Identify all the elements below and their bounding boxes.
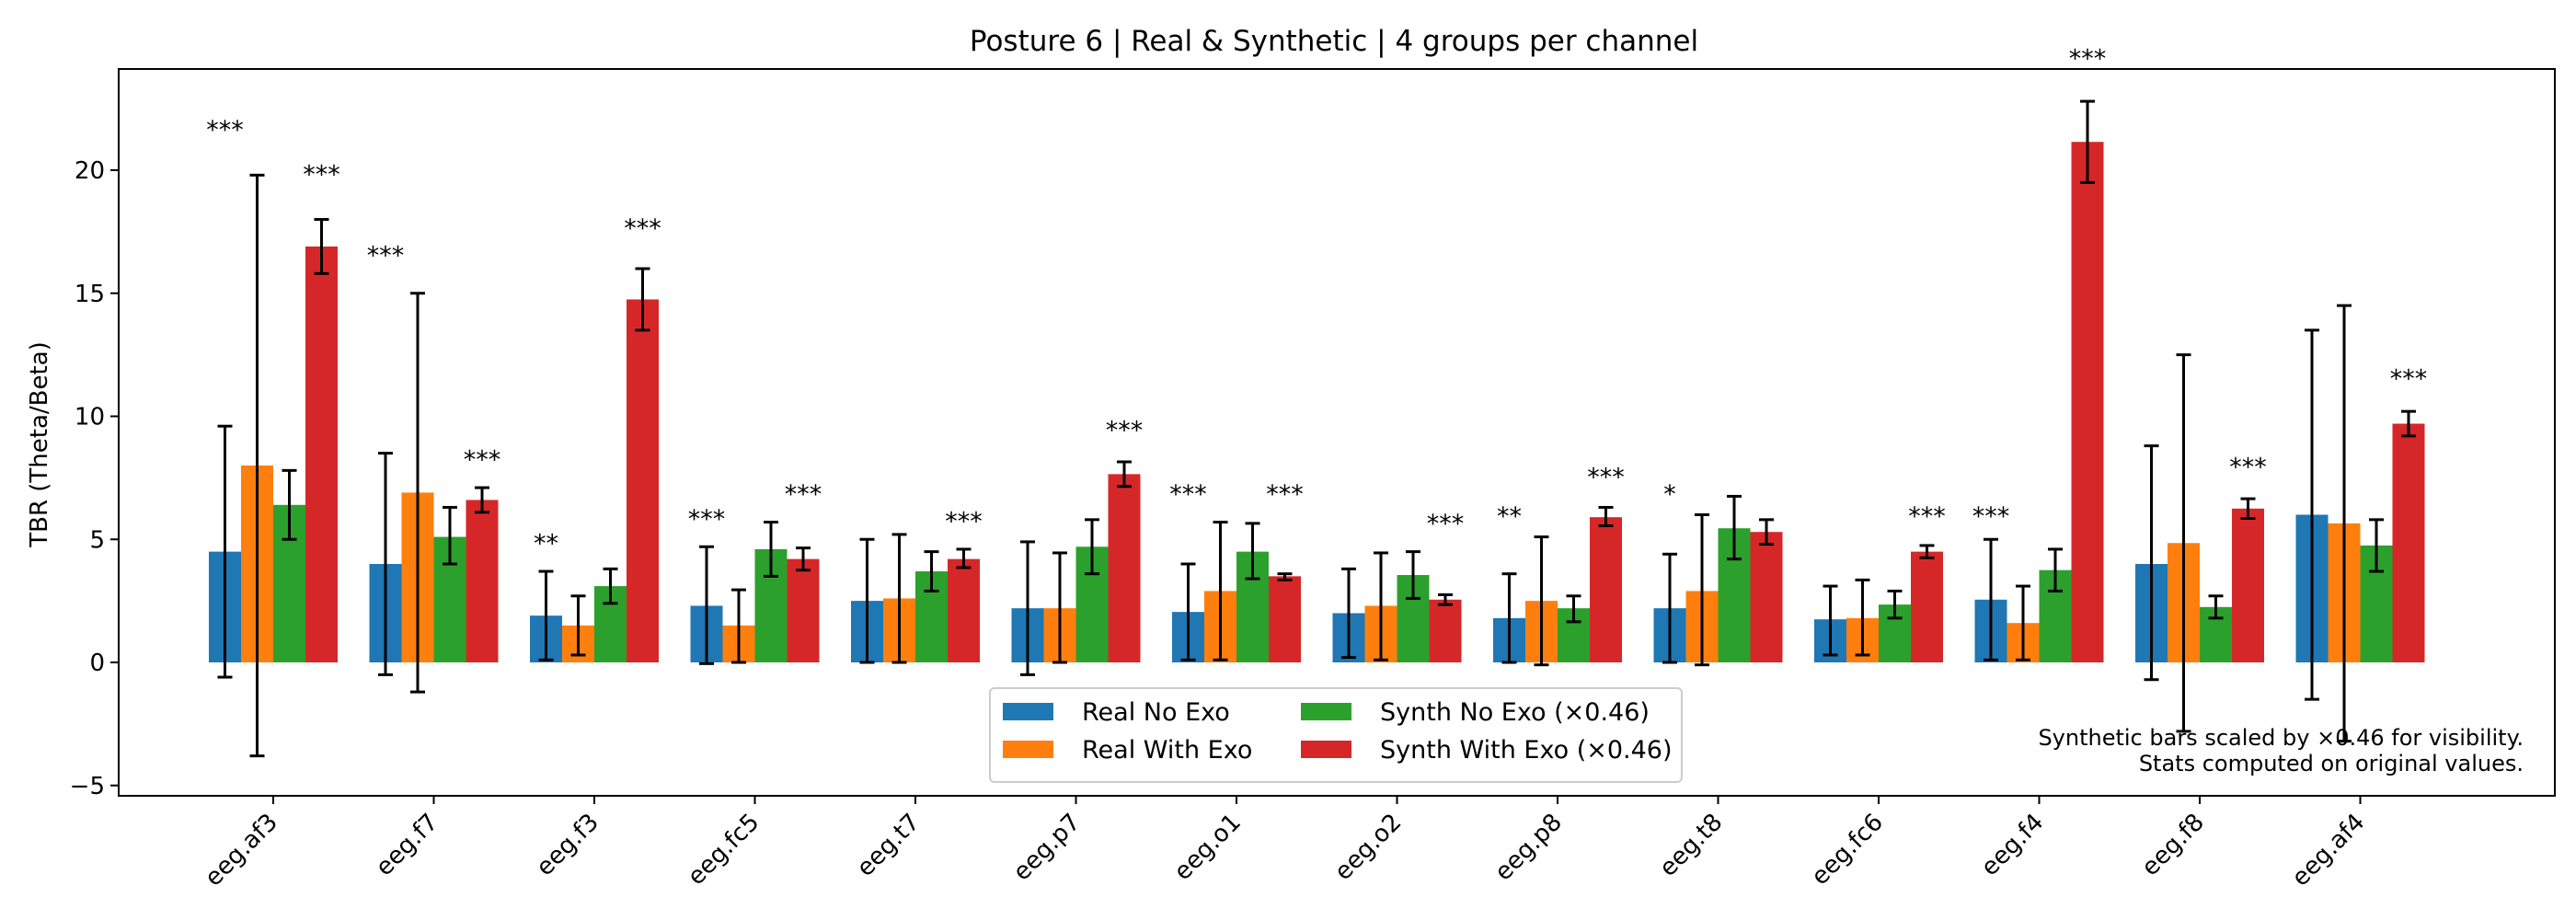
- bar: [1750, 532, 1783, 662]
- bar: [2232, 508, 2264, 662]
- significance-marker: **: [1497, 502, 1522, 531]
- bar: [2392, 423, 2425, 662]
- y-tick-label: 15: [75, 281, 105, 308]
- legend-swatch: [1301, 703, 1351, 720]
- legend-swatch: [1003, 741, 1053, 758]
- y-tick-label: 10: [75, 404, 105, 431]
- significance-marker: **: [534, 530, 558, 558]
- significance-marker: ***: [2390, 364, 2428, 393]
- significance-marker: ***: [2229, 454, 2267, 482]
- legend-swatch: [1003, 703, 1053, 720]
- chart-title: Posture 6 | Real & Synthetic | 4 groups …: [970, 25, 1698, 58]
- y-tick-label: 5: [89, 526, 105, 554]
- bar: [787, 558, 820, 662]
- significance-marker: ***: [1587, 463, 1625, 491]
- legend-label: Real No Exo: [1082, 698, 1230, 727]
- significance-marker: ***: [1266, 480, 1304, 509]
- bar: [466, 500, 499, 662]
- y-axis-label: TBR (Theta/Beta): [26, 341, 53, 548]
- significance-marker: ***: [1427, 510, 1465, 538]
- legend-label: Synth With Exo (×0.46): [1380, 736, 1673, 765]
- significance-marker: ***: [785, 480, 822, 509]
- scaling-note-line-2: Stats computed on original values.: [2139, 751, 2524, 776]
- legend: Real No Exo Real With Exo Synth No Exo (×0…: [989, 687, 1683, 783]
- significance-marker: ***: [688, 505, 726, 534]
- significance-marker: ***: [1972, 502, 2010, 531]
- y-tick-label: −5: [70, 773, 105, 800]
- significance-marker: ***: [1106, 417, 1144, 445]
- axes-frame: [118, 68, 2556, 797]
- scaling-note-line-1: Synthetic bars scaled by ×0.46 for visib…: [2038, 725, 2524, 751]
- bar: [305, 246, 338, 662]
- significance-marker: *: [1663, 480, 1676, 509]
- legend-swatch: [1301, 741, 1351, 758]
- significance-marker: ***: [1169, 480, 1207, 509]
- bar: [1269, 576, 1301, 662]
- bar: [1429, 599, 1462, 662]
- significance-marker: ***: [624, 214, 661, 243]
- bar: [627, 299, 659, 662]
- y-tick-label: 0: [89, 650, 105, 677]
- significance-marker: ***: [367, 242, 405, 270]
- legend-label: Real With Exo: [1082, 736, 1252, 765]
- bar: [2071, 142, 2104, 663]
- significance-marker: ***: [1908, 502, 1946, 531]
- bar: [1108, 474, 1141, 662]
- legend-label: Synth No Exo (×0.46): [1380, 698, 1650, 727]
- significance-marker: ***: [2069, 45, 2107, 74]
- significance-marker: ***: [206, 116, 244, 144]
- scaling-note: Synthetic bars scaled by ×0.46 for visib…: [2038, 725, 2524, 776]
- bar: [1590, 517, 1622, 662]
- significance-marker: ***: [464, 446, 501, 475]
- y-tick-label: 20: [75, 157, 105, 185]
- bar: [948, 558, 980, 662]
- legend-box: [989, 687, 1683, 783]
- bar: [1911, 551, 1943, 662]
- significance-marker: ***: [303, 160, 340, 189]
- significance-marker: ***: [945, 508, 983, 536]
